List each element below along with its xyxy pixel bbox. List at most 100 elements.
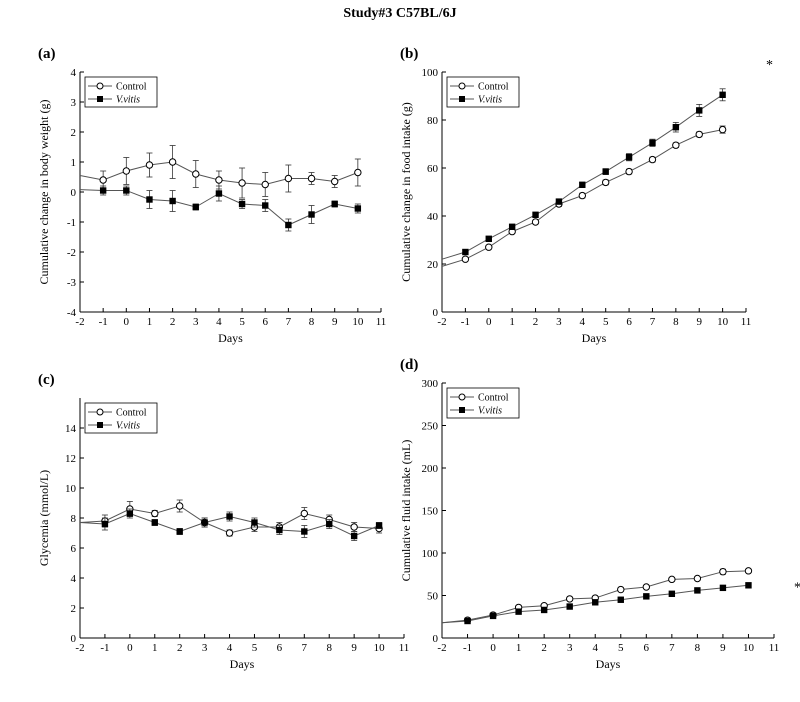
data-point-control	[122, 167, 131, 175]
x-tick-label: 2	[533, 316, 539, 328]
x-tick-label: 5	[603, 316, 609, 328]
x-tick-label: 2	[541, 642, 547, 654]
y-tick-label: 100	[422, 67, 439, 79]
y-tick-label: 12	[65, 453, 76, 465]
data-point-vvitis	[354, 205, 362, 212]
x-tick-label: 1	[516, 642, 522, 654]
data-point-control	[718, 125, 727, 134]
data-point-vvitis	[301, 528, 308, 535]
x-tick-label: 8	[309, 316, 315, 328]
data-point-vvitis	[238, 200, 246, 208]
y-tick-label: 3	[71, 97, 77, 109]
data-point-vvitis	[146, 196, 153, 203]
x-tick-label: 2	[177, 642, 183, 654]
data-point-vvitis	[169, 197, 176, 205]
panel-label: (c)	[38, 372, 55, 388]
x-tick-label: 10	[717, 316, 729, 328]
legend-label: Control	[116, 82, 147, 93]
x-tick-label: -1	[461, 316, 470, 328]
y-tick-label: 200	[422, 463, 439, 475]
x-tick-label: 5	[618, 642, 624, 654]
data-point-control	[238, 179, 246, 187]
data-point-control	[719, 568, 727, 576]
x-axis-title: Days	[218, 331, 243, 345]
data-point-vvitis	[375, 522, 383, 529]
data-point-vvitis	[515, 608, 522, 615]
data-point-vvitis	[285, 221, 292, 229]
x-tick-label: 6	[626, 316, 632, 328]
y-tick-label: 14	[65, 423, 77, 435]
legend-marker-control	[458, 393, 466, 401]
x-tick-label: 11	[741, 316, 752, 328]
y-tick-label: 300	[422, 378, 439, 390]
data-point-control	[307, 174, 316, 183]
panel-label: (a)	[38, 46, 56, 62]
y-tick-label: 250	[422, 421, 439, 433]
x-tick-label: 3	[193, 316, 199, 328]
significance-marker: *	[794, 580, 800, 595]
data-point-control	[601, 178, 610, 187]
data-point-vvitis	[123, 187, 130, 194]
x-tick-label: 10	[352, 316, 364, 328]
y-tick-label: 8	[71, 513, 77, 525]
data-point-vvitis	[668, 590, 676, 597]
data-point-vvitis	[555, 198, 563, 205]
series-line	[441, 94, 723, 260]
y-tick-label: 50	[427, 591, 439, 603]
y-tick-label: 2	[71, 127, 77, 139]
data-point-vvitis	[308, 211, 315, 218]
data-point-control	[168, 158, 177, 166]
y-tick-label: 20	[427, 259, 439, 271]
x-tick-label: 3	[556, 316, 562, 328]
significance-marker: *	[766, 58, 773, 73]
data-point-vvitis	[331, 200, 338, 208]
data-point-control	[99, 176, 107, 184]
x-tick-label: 10	[374, 642, 386, 654]
panel-label: (d)	[400, 357, 418, 373]
legend-box	[84, 76, 158, 108]
data-point-vvitis	[464, 617, 471, 625]
data-point-control	[350, 523, 358, 531]
data-point-vvitis	[226, 513, 233, 520]
x-tick-label: -1	[100, 642, 109, 654]
data-point-vvitis	[176, 528, 183, 535]
y-tick-label: 4	[71, 67, 77, 79]
panel-label: (b)	[400, 46, 418, 62]
data-point-vvitis	[719, 91, 726, 98]
y-tick-label: 6	[71, 543, 77, 555]
legend-marker-control	[96, 408, 104, 416]
x-tick-label: 5	[239, 316, 245, 328]
data-point-vvitis	[625, 154, 633, 161]
data-point-control	[744, 567, 753, 575]
data-point-control	[261, 180, 269, 189]
y-axis-title: Cumulative change in food intake (g)	[399, 102, 413, 282]
data-point-control	[151, 509, 159, 518]
data-point-control	[461, 255, 470, 263]
legend-label: V.vitis	[116, 421, 140, 432]
data-point-control	[330, 177, 339, 186]
data-point-vvitis	[566, 603, 573, 610]
data-point-vvitis	[101, 520, 109, 528]
y-tick-label: 10	[65, 483, 77, 495]
x-tick-label: 9	[332, 316, 338, 328]
x-tick-label: 10	[743, 642, 755, 654]
x-tick-label: 0	[490, 642, 496, 654]
data-point-vvitis	[489, 612, 497, 620]
x-tick-label: -2	[75, 316, 84, 328]
legend-label: Control	[478, 393, 509, 404]
data-point-vvitis	[151, 519, 158, 526]
data-point-control	[354, 168, 362, 177]
data-point-vvitis	[276, 526, 283, 534]
x-tick-label: 4	[580, 316, 586, 328]
x-tick-label: -2	[437, 642, 446, 654]
x-tick-label: 8	[695, 642, 701, 654]
chart-panel-b: (b) -2 -1 0 1 2 3 4 5 6 7 8 9 10 11 0 20 40 60 80 100 Days Cum…	[399, 46, 773, 345]
x-tick-label: -1	[463, 642, 472, 654]
data-point-control	[284, 174, 293, 183]
x-tick-label: 7	[669, 642, 675, 654]
x-tick-label: 9	[351, 642, 357, 654]
y-tick-label: 4	[71, 573, 77, 585]
data-point-control	[225, 529, 234, 537]
legend-marker-control	[96, 82, 104, 90]
y-tick-label: 2	[71, 603, 77, 615]
